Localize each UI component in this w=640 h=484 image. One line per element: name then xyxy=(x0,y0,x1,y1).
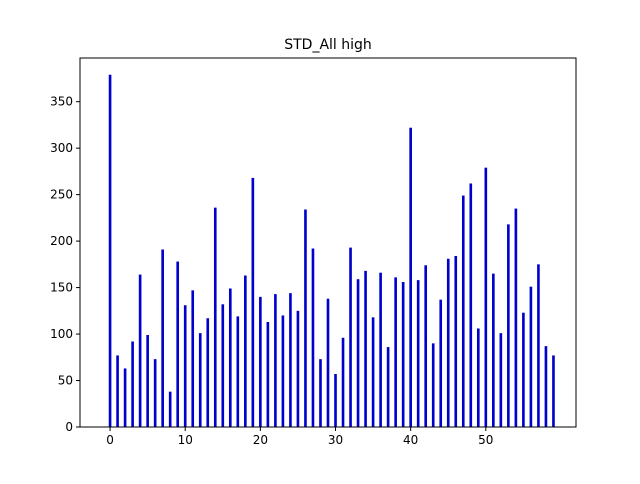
bar-24 xyxy=(289,293,292,427)
bar-5 xyxy=(146,334,149,427)
bar-52 xyxy=(499,333,503,427)
bar-10 xyxy=(183,305,187,427)
bar-23 xyxy=(281,315,285,427)
bar-36 xyxy=(379,272,382,427)
bar-18 xyxy=(244,275,247,427)
bar-57 xyxy=(537,264,540,427)
y-tick-label: 50 xyxy=(58,374,73,388)
bar-3 xyxy=(131,341,134,427)
bars-group xyxy=(108,74,555,428)
bar-50 xyxy=(484,167,488,427)
bar-15 xyxy=(221,304,225,427)
bar-37 xyxy=(386,347,390,427)
bar-13 xyxy=(206,318,210,427)
bar-56 xyxy=(529,286,533,427)
y-tick-label: 250 xyxy=(50,188,73,202)
y-tick-label: 200 xyxy=(50,234,73,248)
bar-31 xyxy=(341,337,345,427)
bar-22 xyxy=(274,294,277,427)
x-axis: 0 10 20 30 40 50 xyxy=(106,427,493,447)
bar-53 xyxy=(507,224,510,427)
bar-32 xyxy=(349,247,352,427)
bar-28 xyxy=(319,359,322,427)
bar-54 xyxy=(514,208,518,427)
bar-48 xyxy=(469,183,473,427)
bar-59 xyxy=(552,355,555,427)
bar-11 xyxy=(191,290,195,427)
bar-40 xyxy=(409,127,412,428)
bar-25 xyxy=(296,310,300,427)
bar-29 xyxy=(326,298,330,427)
y-axis: 0 50 100 150 200 250 300 350 xyxy=(50,95,80,434)
bar-44 xyxy=(439,299,443,427)
bar-9 xyxy=(176,261,180,427)
bar-17 xyxy=(236,316,240,427)
x-tick-label: 30 xyxy=(328,433,343,447)
bar-12 xyxy=(198,333,202,427)
bar-16 xyxy=(228,288,232,427)
x-tick-label: 10 xyxy=(178,433,193,447)
bar-20 xyxy=(259,296,262,427)
bar-39 xyxy=(401,282,405,427)
bar-0 xyxy=(108,74,112,427)
bar-6 xyxy=(153,359,157,427)
bar-51 xyxy=(492,273,495,427)
x-tick-label: 0 xyxy=(106,433,114,447)
bar-42 xyxy=(424,265,428,427)
bar-27 xyxy=(311,248,315,427)
y-tick-label: 350 xyxy=(50,95,73,109)
bar-26 xyxy=(304,209,307,427)
bar-46 xyxy=(454,255,458,427)
bar-43 xyxy=(431,343,435,427)
bar-34 xyxy=(364,270,367,427)
bar-38 xyxy=(394,277,397,427)
bar-45 xyxy=(446,258,450,427)
bar-4 xyxy=(138,274,142,427)
bar-35 xyxy=(371,317,375,427)
y-tick-label: 150 xyxy=(50,281,73,295)
bar-49 xyxy=(476,328,480,427)
x-tick-label: 20 xyxy=(253,433,268,447)
bar-55 xyxy=(522,312,525,427)
y-tick-label: 100 xyxy=(50,327,73,341)
bar-2 xyxy=(123,368,127,427)
bar-19 xyxy=(251,177,255,427)
y-tick-label: 300 xyxy=(50,141,73,155)
bar-33 xyxy=(356,279,360,427)
y-tick-label: 0 xyxy=(65,420,73,434)
plot-frame xyxy=(79,57,577,428)
bar-14 xyxy=(213,207,217,427)
bar-21 xyxy=(266,321,270,427)
chart-title: STD_All high xyxy=(284,37,372,53)
bar-58 xyxy=(544,346,548,427)
bar-8 xyxy=(168,391,172,427)
bar-30 xyxy=(334,374,337,427)
x-tick-label: 50 xyxy=(478,433,493,447)
bar-47 xyxy=(461,195,465,427)
bar-1 xyxy=(116,355,119,427)
bar-41 xyxy=(416,280,420,427)
x-tick-label: 40 xyxy=(403,433,418,447)
bar-7 xyxy=(161,249,164,427)
